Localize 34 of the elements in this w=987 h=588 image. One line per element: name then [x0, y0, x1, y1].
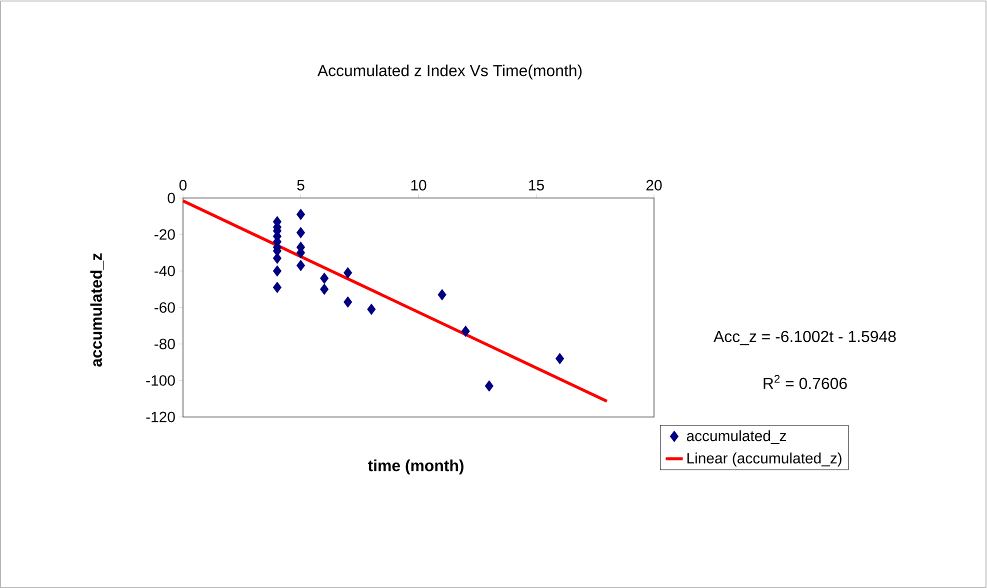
point: [296, 226, 306, 238]
point: [320, 284, 329, 295]
point: [461, 326, 470, 337]
y-tick-label: -120: [146, 412, 175, 422]
y-tick-label: -100: [146, 375, 175, 386]
y-tick-label: -20: [154, 229, 175, 240]
point: [296, 208, 306, 220]
point: [484, 380, 494, 392]
text: R$^{2}$ = 0.7606: [764, 374, 847, 390]
x-axis-title: time (month): [368, 460, 464, 474]
text: Acc_z = -6.1002t - 1.5948: [714, 330, 896, 346]
point: [272, 265, 282, 277]
point: [296, 260, 306, 272]
x-tick-label: 0: [179, 180, 187, 190]
point: [272, 282, 282, 294]
chart-title: Accumulated z Index Vs Time(month): [317, 64, 582, 80]
x-tick-label: 20: [646, 180, 662, 190]
y-tick-label: -60: [154, 302, 175, 313]
point: [272, 252, 282, 264]
x-tick-label: 5: [297, 180, 304, 190]
point: [344, 267, 352, 279]
point: [555, 352, 564, 364]
y-tick-label: -80: [154, 338, 175, 350]
point: [367, 304, 376, 316]
legend-label: accumulated_z: [686, 430, 786, 444]
y-tick-label: -40: [154, 266, 175, 276]
point: [320, 272, 329, 284]
legend-label: Linear (accumulated_z): [687, 452, 842, 466]
point: [344, 296, 352, 308]
x-tick-label: 15: [529, 180, 544, 190]
point: [438, 289, 446, 300]
y-tick-label: 0: [168, 192, 175, 204]
y-axis-title: accumulated_z: [90, 253, 104, 367]
x-tick-label: 10: [411, 180, 426, 190]
